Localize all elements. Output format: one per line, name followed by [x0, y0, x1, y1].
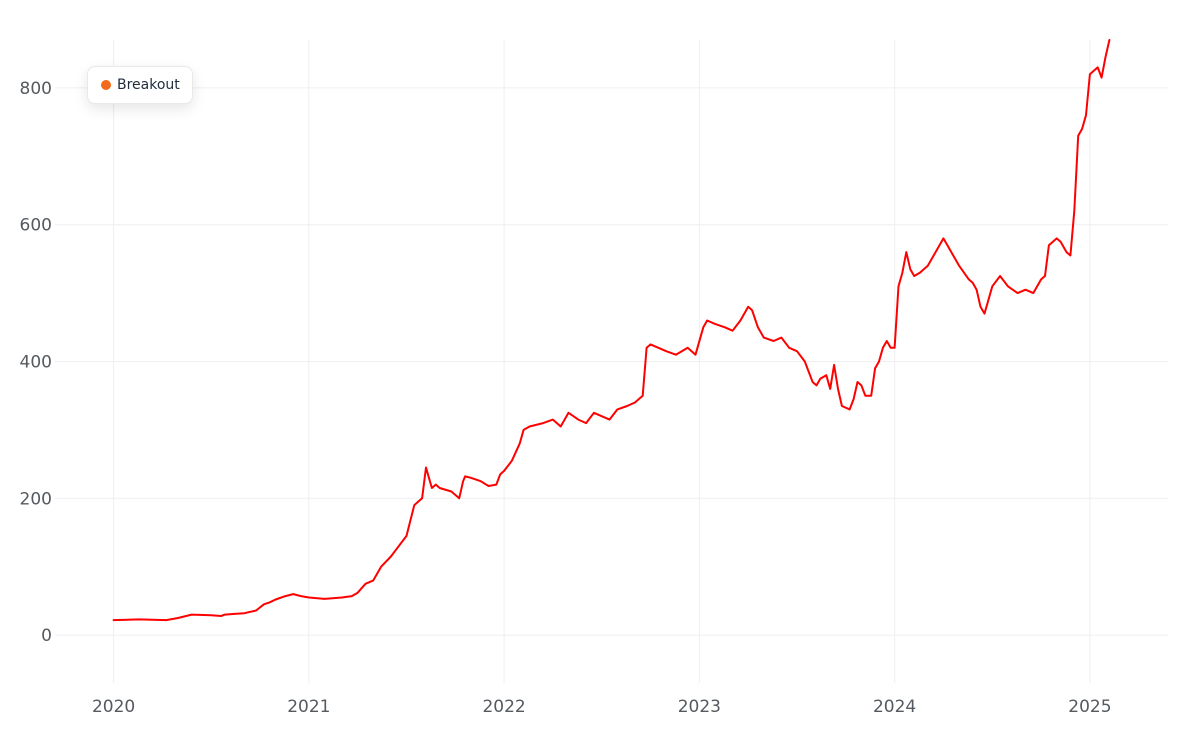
x-tick-label: 2025 [1068, 697, 1111, 717]
x-tick-label: 2024 [873, 697, 916, 717]
x-gridlines [113, 40, 1091, 683]
series-line-breakout [112, 39, 1111, 622]
y-tick-label: 600 [20, 216, 52, 236]
y-tick-label: 0 [41, 626, 52, 646]
x-tick-label: 2020 [92, 697, 135, 717]
legend[interactable]: Breakout [87, 66, 193, 104]
y-gridlines [55, 87, 1168, 636]
x-tick-label: 2021 [287, 697, 330, 717]
x-tick-label: 2022 [482, 697, 525, 717]
series-layer [112, 39, 1111, 622]
y-axis-tick-labels: 0 200 400 600 800 [20, 79, 52, 646]
y-tick-label: 800 [20, 79, 52, 99]
x-axis-tick-labels: 2020 2021 2022 2023 2024 2025 [92, 697, 1112, 717]
legend-marker-breakout [101, 80, 111, 90]
y-tick-label: 400 [20, 353, 52, 373]
x-tick-label: 2023 [678, 697, 721, 717]
y-tick-label: 200 [20, 489, 52, 509]
legend-label-breakout: Breakout [117, 77, 180, 93]
